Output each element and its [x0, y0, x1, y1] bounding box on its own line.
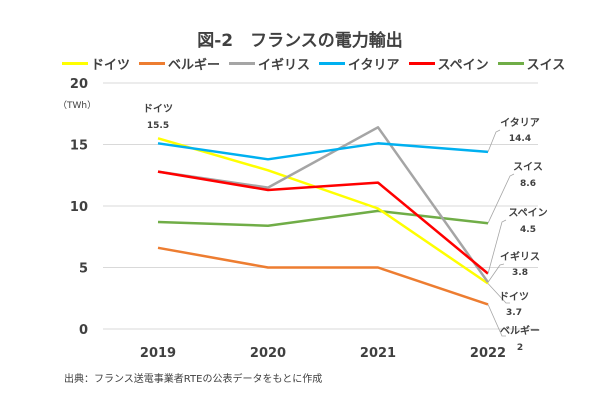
series-line-5 [157, 209, 489, 227]
annotation-leader [487, 219, 507, 274]
legend-label: ドイツ [91, 58, 131, 73]
annotation-value: 3.8 [512, 268, 528, 278]
annotation-leader [487, 304, 506, 337]
y-tick-label: 10 [70, 200, 88, 215]
legend-label: スイス [526, 58, 566, 73]
annotation-value: 4.5 [520, 225, 536, 235]
annotation-value: 8.6 [520, 179, 536, 189]
legend-label: スペイン [437, 58, 489, 73]
annotation-label: スペイン [508, 207, 547, 219]
annotation-label: スイス [513, 161, 543, 173]
legend-label: イタリア [348, 58, 400, 73]
source-note: 出典：フランス送電事業者RTEの公表データをもとに作成 [64, 374, 323, 385]
x-tick-label: 2020 [250, 346, 286, 361]
annotation-label: イギリス [500, 250, 540, 263]
series-line-1 [157, 246, 489, 306]
legend-item-italy: イタリア [319, 54, 400, 73]
x-tick-label: 2022 [470, 346, 506, 361]
annotation-label: イタリア [500, 117, 540, 129]
annotation-value: 2 [517, 343, 523, 353]
legend-swatch [319, 62, 346, 65]
annotation-label: ドイツ [143, 103, 173, 115]
annotation-leader [487, 129, 501, 153]
legend-label: ベルギー [168, 58, 221, 73]
x-tick-label: 2021 [360, 346, 396, 361]
annotation-leader [487, 263, 505, 283]
y-tick-label: 15 [70, 139, 88, 154]
legend-swatch [62, 62, 88, 65]
annotation-label: ベルギー [500, 324, 540, 337]
annotation-value: 15.5 [147, 121, 169, 131]
legend: ドイツ ベルギー イギリス イタリア スペイン スイス [62, 54, 565, 73]
legend-item-belgium: ベルギー [139, 54, 220, 73]
legend-item-spain: スペイン [408, 54, 489, 73]
y-tick-label: 20 [70, 77, 88, 92]
legend-item-germany: ドイツ [62, 54, 130, 73]
y-unit-label: （TWh） [58, 100, 96, 111]
annotation-label: ドイツ [499, 291, 529, 303]
legend-item-switzerland: スイス [497, 54, 566, 73]
legend-swatch [497, 62, 524, 65]
chart-title: 図-2 フランスの電力輸出 [197, 31, 403, 51]
annotation-leader [487, 173, 515, 224]
legend-swatch [229, 62, 256, 65]
annotation-value: 14.4 [509, 134, 531, 144]
legend-label: イギリス [258, 58, 311, 73]
legend-swatch [408, 62, 435, 65]
y-tick-label: 5 [79, 262, 88, 277]
annotation-leader [487, 283, 510, 304]
x-tick-label: 2019 [140, 346, 176, 361]
legend-item-uk: イギリス [229, 54, 310, 73]
series-line-3 [157, 142, 489, 161]
legend-swatch [139, 62, 166, 65]
series-line-0 [157, 137, 489, 285]
y-tick-label: 0 [79, 323, 88, 338]
series-line-4 [157, 170, 489, 275]
annotation-value: 3.7 [506, 308, 522, 318]
